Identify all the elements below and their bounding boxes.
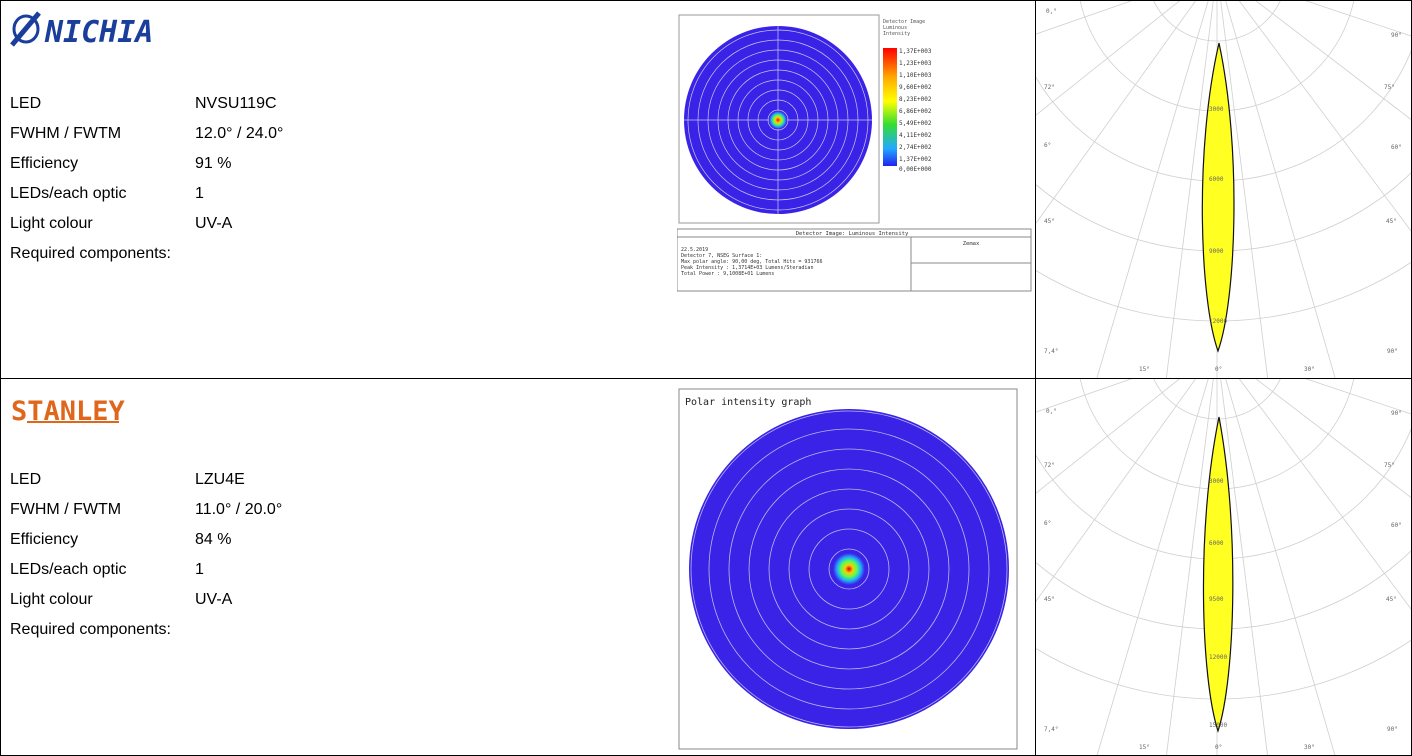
svg-text:Intensity: Intensity [883, 31, 910, 37]
svg-text:Detector 7, NSEG Surface 1:: Detector 7, NSEG Surface 1: [681, 253, 762, 259]
svg-text:75°: 75° [1384, 84, 1395, 91]
polar-intensity-image: Polar intensity graph [677, 379, 1019, 755]
svg-text:15000: 15000 [1209, 722, 1227, 729]
svg-text:4,11E+002: 4,11E+002 [899, 132, 932, 139]
spec-list: LED LZU4E FWHM / FWTM 11.0° / 20.0° Effici… [10, 465, 282, 645]
svg-text:90°: 90° [1391, 410, 1402, 417]
spec-row: Light colour UV-A [10, 591, 233, 608]
svg-text:9000: 9000 [1209, 248, 1224, 255]
svg-text:22.5.2019: 22.5.2019 [681, 247, 708, 253]
svg-text:3000: 3000 [1209, 478, 1224, 485]
stanley-logo: STANLEY [9, 391, 129, 432]
svg-text:9500: 9500 [1209, 596, 1224, 603]
svg-text:6°: 6° [1044, 142, 1051, 149]
spec-row: LED LZU4E [10, 471, 245, 488]
info-cell: STANLEY LED LZU4E FWHM / FWTM 11.0° / 20.0… [1, 379, 673, 755]
svg-text:75°: 75° [1384, 462, 1395, 469]
svg-text:45°: 45° [1386, 596, 1397, 603]
svg-text:7,4°: 7,4° [1044, 348, 1058, 355]
svg-text:45°: 45° [1044, 218, 1055, 225]
brand-text: NICHIA [44, 15, 153, 47]
svg-text:1,10E+003: 1,10E+003 [899, 72, 932, 79]
svg-text:8,23E+002: 8,23E+002 [899, 96, 932, 103]
svg-text:0,00E+000: 0,00E+000 [899, 166, 932, 173]
legend-labels: 1,37E+003 1,23E+003 1,10E+003 9,60E+002 … [899, 48, 932, 173]
svg-text:1,23E+003: 1,23E+003 [899, 60, 932, 67]
product-row-nichia: NICHIA LED NVSU119C FWHM / FWTM 12.0° / 24… [0, 0, 1412, 382]
svg-text:12000: 12000 [1209, 654, 1227, 661]
svg-text:45°: 45° [1044, 596, 1055, 603]
spec-row: LED NVSU119C [10, 95, 277, 112]
spec-row: Efficiency 84 % [10, 531, 232, 548]
svg-text:15°: 15° [1139, 366, 1150, 373]
svg-text:6000: 6000 [1209, 540, 1224, 547]
nichia-logo: NICHIA [9, 11, 179, 52]
svg-text:1,37E+003: 1,37E+003 [899, 48, 932, 55]
svg-text:0,°: 0,° [1046, 408, 1057, 415]
svg-text:Max polar angle: 90,00 deg, To: Max polar angle: 90,00 deg, Total Hits =… [681, 259, 822, 265]
spec-row: Required components: [10, 245, 171, 262]
info-cell: NICHIA LED NVSU119C FWHM / FWTM 12.0° / 24… [1, 1, 673, 378]
polar-graph: 0,° 72° 6° 45° 7,4° 90° 75° 60° 45° 90° … [866, 0, 1412, 756]
svg-text:Polar intensity graph: Polar intensity graph [685, 397, 811, 408]
svg-text:Luminous: Luminous [883, 25, 907, 31]
svg-text:7,4°: 7,4° [1044, 726, 1058, 733]
svg-text:45°: 45° [1386, 218, 1397, 225]
spec-row: LEDs/each optic 1 [10, 185, 204, 202]
svg-text:6000: 6000 [1209, 176, 1224, 183]
spec-row: FWHM / FWTM 12.0° / 24.0° [10, 125, 284, 142]
svg-text:60°: 60° [1391, 522, 1402, 529]
svg-text:Detector Image: Luminous Inten: Detector Image: Luminous Intensity [796, 231, 909, 237]
svg-text:3000: 3000 [1209, 106, 1224, 113]
svg-text:Zemax: Zemax [963, 241, 980, 247]
svg-text:90°: 90° [1387, 348, 1398, 355]
svg-text:60°: 60° [1391, 144, 1402, 151]
svg-text:90°: 90° [1387, 726, 1398, 733]
svg-text:5,49E+002: 5,49E+002 [899, 120, 932, 127]
svg-text:Peak Intensity : 1,3714E+03: Peak Intensity : 1,3714E+03 Lumens/Stera… [681, 265, 813, 271]
spec-row: Light colour UV-A [10, 215, 233, 232]
svg-text:Total Power : 9,1008E+01: Total Power : 9,1008E+01 Lumens [681, 271, 774, 277]
svg-text:0,°: 0,° [1046, 8, 1057, 15]
svg-text:0°: 0° [1215, 744, 1222, 751]
spec-row: Required components: [10, 621, 171, 638]
svg-text:0°: 0° [1215, 366, 1222, 373]
svg-text:6°: 6° [1044, 520, 1051, 527]
detector-image: Detector Image Luminous Intensity 1,37E+… [676, 1, 1033, 378]
svg-text:9,60E+002: 9,60E+002 [899, 84, 932, 91]
spec-row: FWHM / FWTM 11.0° / 20.0° [10, 501, 283, 518]
spec-row: LEDs/each optic 1 [10, 561, 204, 578]
svg-text:72°: 72° [1044, 462, 1055, 469]
polar-graph: 0,° 72° 6° 45° 7,4° 90° 75° 60° 45° 90° … [867, 0, 1412, 382]
svg-text:6,86E+002: 6,86E+002 [899, 108, 932, 115]
svg-text:2,74E+002: 2,74E+002 [899, 144, 932, 151]
spec-list: LED NVSU119C FWHM / FWTM 12.0° / 24.0° Eff… [10, 89, 283, 269]
svg-text:72°: 72° [1044, 84, 1055, 91]
svg-text:30°: 30° [1304, 366, 1315, 373]
spec-row: Efficiency 91 % [10, 155, 232, 172]
svg-text:90°: 90° [1391, 32, 1402, 39]
svg-text:12000: 12000 [1209, 318, 1227, 325]
svg-text:15°: 15° [1139, 744, 1150, 751]
svg-text:30°: 30° [1304, 744, 1315, 751]
svg-text:Detector Image: Detector Image [883, 19, 925, 25]
svg-text:1,37E+002: 1,37E+002 [899, 156, 932, 163]
